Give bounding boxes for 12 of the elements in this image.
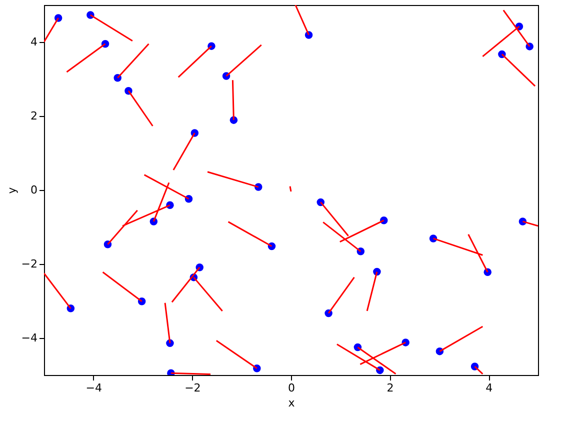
y-tick-label: −2 [21,258,38,270]
x-tick-label: −2 [184,382,201,394]
y-tick-label: 2 [30,110,38,122]
y-tick-label: 4 [30,36,38,48]
y-tick-label: −4 [21,332,38,344]
x-tick-label: 0 [288,382,295,394]
x-tick-label: 2 [386,382,394,394]
x-axis-title: x [288,396,296,410]
x-tick-label: −4 [86,382,102,394]
y-tick-label: 0 [30,184,38,196]
y-axis-title: y [5,186,18,194]
x-tick-label: 4 [486,382,493,394]
